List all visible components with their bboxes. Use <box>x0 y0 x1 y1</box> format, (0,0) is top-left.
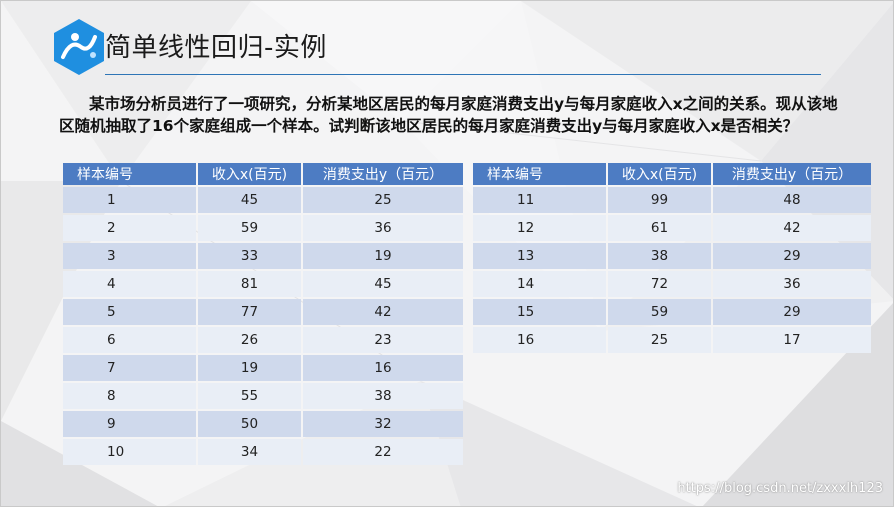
table-header-row: 样本编号 收入x(百元) 消费支出y（百元） <box>63 163 463 185</box>
table-row: 7 19 16 <box>63 355 463 381</box>
table-row: 6 26 23 <box>63 327 463 353</box>
column-header: 消费支出y（百元） <box>303 163 463 185</box>
table-cell: 42 <box>303 299 463 325</box>
table-cell: 29 <box>713 243 871 269</box>
table-cell: 22 <box>303 439 463 465</box>
table-cell: 48 <box>713 187 871 213</box>
table-cell: 8 <box>63 383 196 409</box>
table-cell: 34 <box>198 439 301 465</box>
table-cell: 19 <box>303 243 463 269</box>
table-row: 15 59 29 <box>473 299 871 325</box>
table-cell: 19 <box>198 355 301 381</box>
data-table-left: 样本编号 收入x(百元) 消费支出y（百元） 1 45 25 2 59 36 3… <box>61 161 465 467</box>
table-cell: 38 <box>303 383 463 409</box>
table-cell: 17 <box>713 327 871 353</box>
column-header: 收入x(百元) <box>608 163 711 185</box>
page-title: 简单线性回归-实例 <box>105 33 327 63</box>
table-cell: 7 <box>63 355 196 381</box>
problem-statement: 某市场分析员进行了一项研究，分析某地区居民的每月家庭消费支出y与每月家庭收入x之… <box>59 95 838 135</box>
table-header-row: 样本编号 收入x(百元) 消费支出y（百元） <box>473 163 871 185</box>
table-cell: 50 <box>198 411 301 437</box>
data-table-right: 样本编号 收入x(百元) 消费支出y（百元） 11 99 48 12 61 42… <box>471 161 873 355</box>
column-header: 样本编号 <box>473 163 606 185</box>
table-cell: 25 <box>608 327 711 353</box>
table-row: 8 55 38 <box>63 383 463 409</box>
table-cell: 32 <box>303 411 463 437</box>
table-cell: 45 <box>303 271 463 297</box>
table-cell: 25 <box>303 187 463 213</box>
logo-icon <box>51 17 107 77</box>
table-cell: 3 <box>63 243 196 269</box>
table-cell: 36 <box>303 215 463 241</box>
table-cell: 59 <box>198 215 301 241</box>
table-cell: 13 <box>473 243 606 269</box>
table-cell: 14 <box>473 271 606 297</box>
table-row: 14 72 36 <box>473 271 871 297</box>
table-cell: 16 <box>303 355 463 381</box>
table-cell: 99 <box>608 187 711 213</box>
table-cell: 23 <box>303 327 463 353</box>
table-cell: 26 <box>198 327 301 353</box>
table-row: 9 50 32 <box>63 411 463 437</box>
table-cell: 55 <box>198 383 301 409</box>
table-cell: 6 <box>63 327 196 353</box>
table-cell: 36 <box>713 271 871 297</box>
table-cell: 59 <box>608 299 711 325</box>
table-cell: 15 <box>473 299 606 325</box>
table-cell: 9 <box>63 411 196 437</box>
table-row: 11 99 48 <box>473 187 871 213</box>
table-cell: 42 <box>713 215 871 241</box>
table-cell: 4 <box>63 271 196 297</box>
table-cell: 45 <box>198 187 301 213</box>
table-row: 13 38 29 <box>473 243 871 269</box>
title-divider <box>105 74 821 75</box>
table-cell: 10 <box>63 439 196 465</box>
column-header: 消费支出y（百元） <box>713 163 871 185</box>
column-header: 样本编号 <box>63 163 196 185</box>
table-cell: 81 <box>198 271 301 297</box>
table-cell: 1 <box>63 187 196 213</box>
table-cell: 16 <box>473 327 606 353</box>
table-cell: 61 <box>608 215 711 241</box>
table-row: 5 77 42 <box>63 299 463 325</box>
table-cell: 11 <box>473 187 606 213</box>
table-cell: 77 <box>198 299 301 325</box>
table-row: 12 61 42 <box>473 215 871 241</box>
column-header: 收入x(百元) <box>198 163 301 185</box>
table-row: 2 59 36 <box>63 215 463 241</box>
table-cell: 12 <box>473 215 606 241</box>
table-row: 4 81 45 <box>63 271 463 297</box>
table-cell: 2 <box>63 215 196 241</box>
table-cell: 72 <box>608 271 711 297</box>
table-row: 1 45 25 <box>63 187 463 213</box>
table-row: 3 33 19 <box>63 243 463 269</box>
table-cell: 29 <box>713 299 871 325</box>
table-cell: 38 <box>608 243 711 269</box>
table-row: 10 34 22 <box>63 439 463 465</box>
watermark-url: https://blog.csdn.net/zxxxlh123 <box>677 481 883 496</box>
table-cell: 33 <box>198 243 301 269</box>
table-row: 16 25 17 <box>473 327 871 353</box>
table-cell: 5 <box>63 299 196 325</box>
